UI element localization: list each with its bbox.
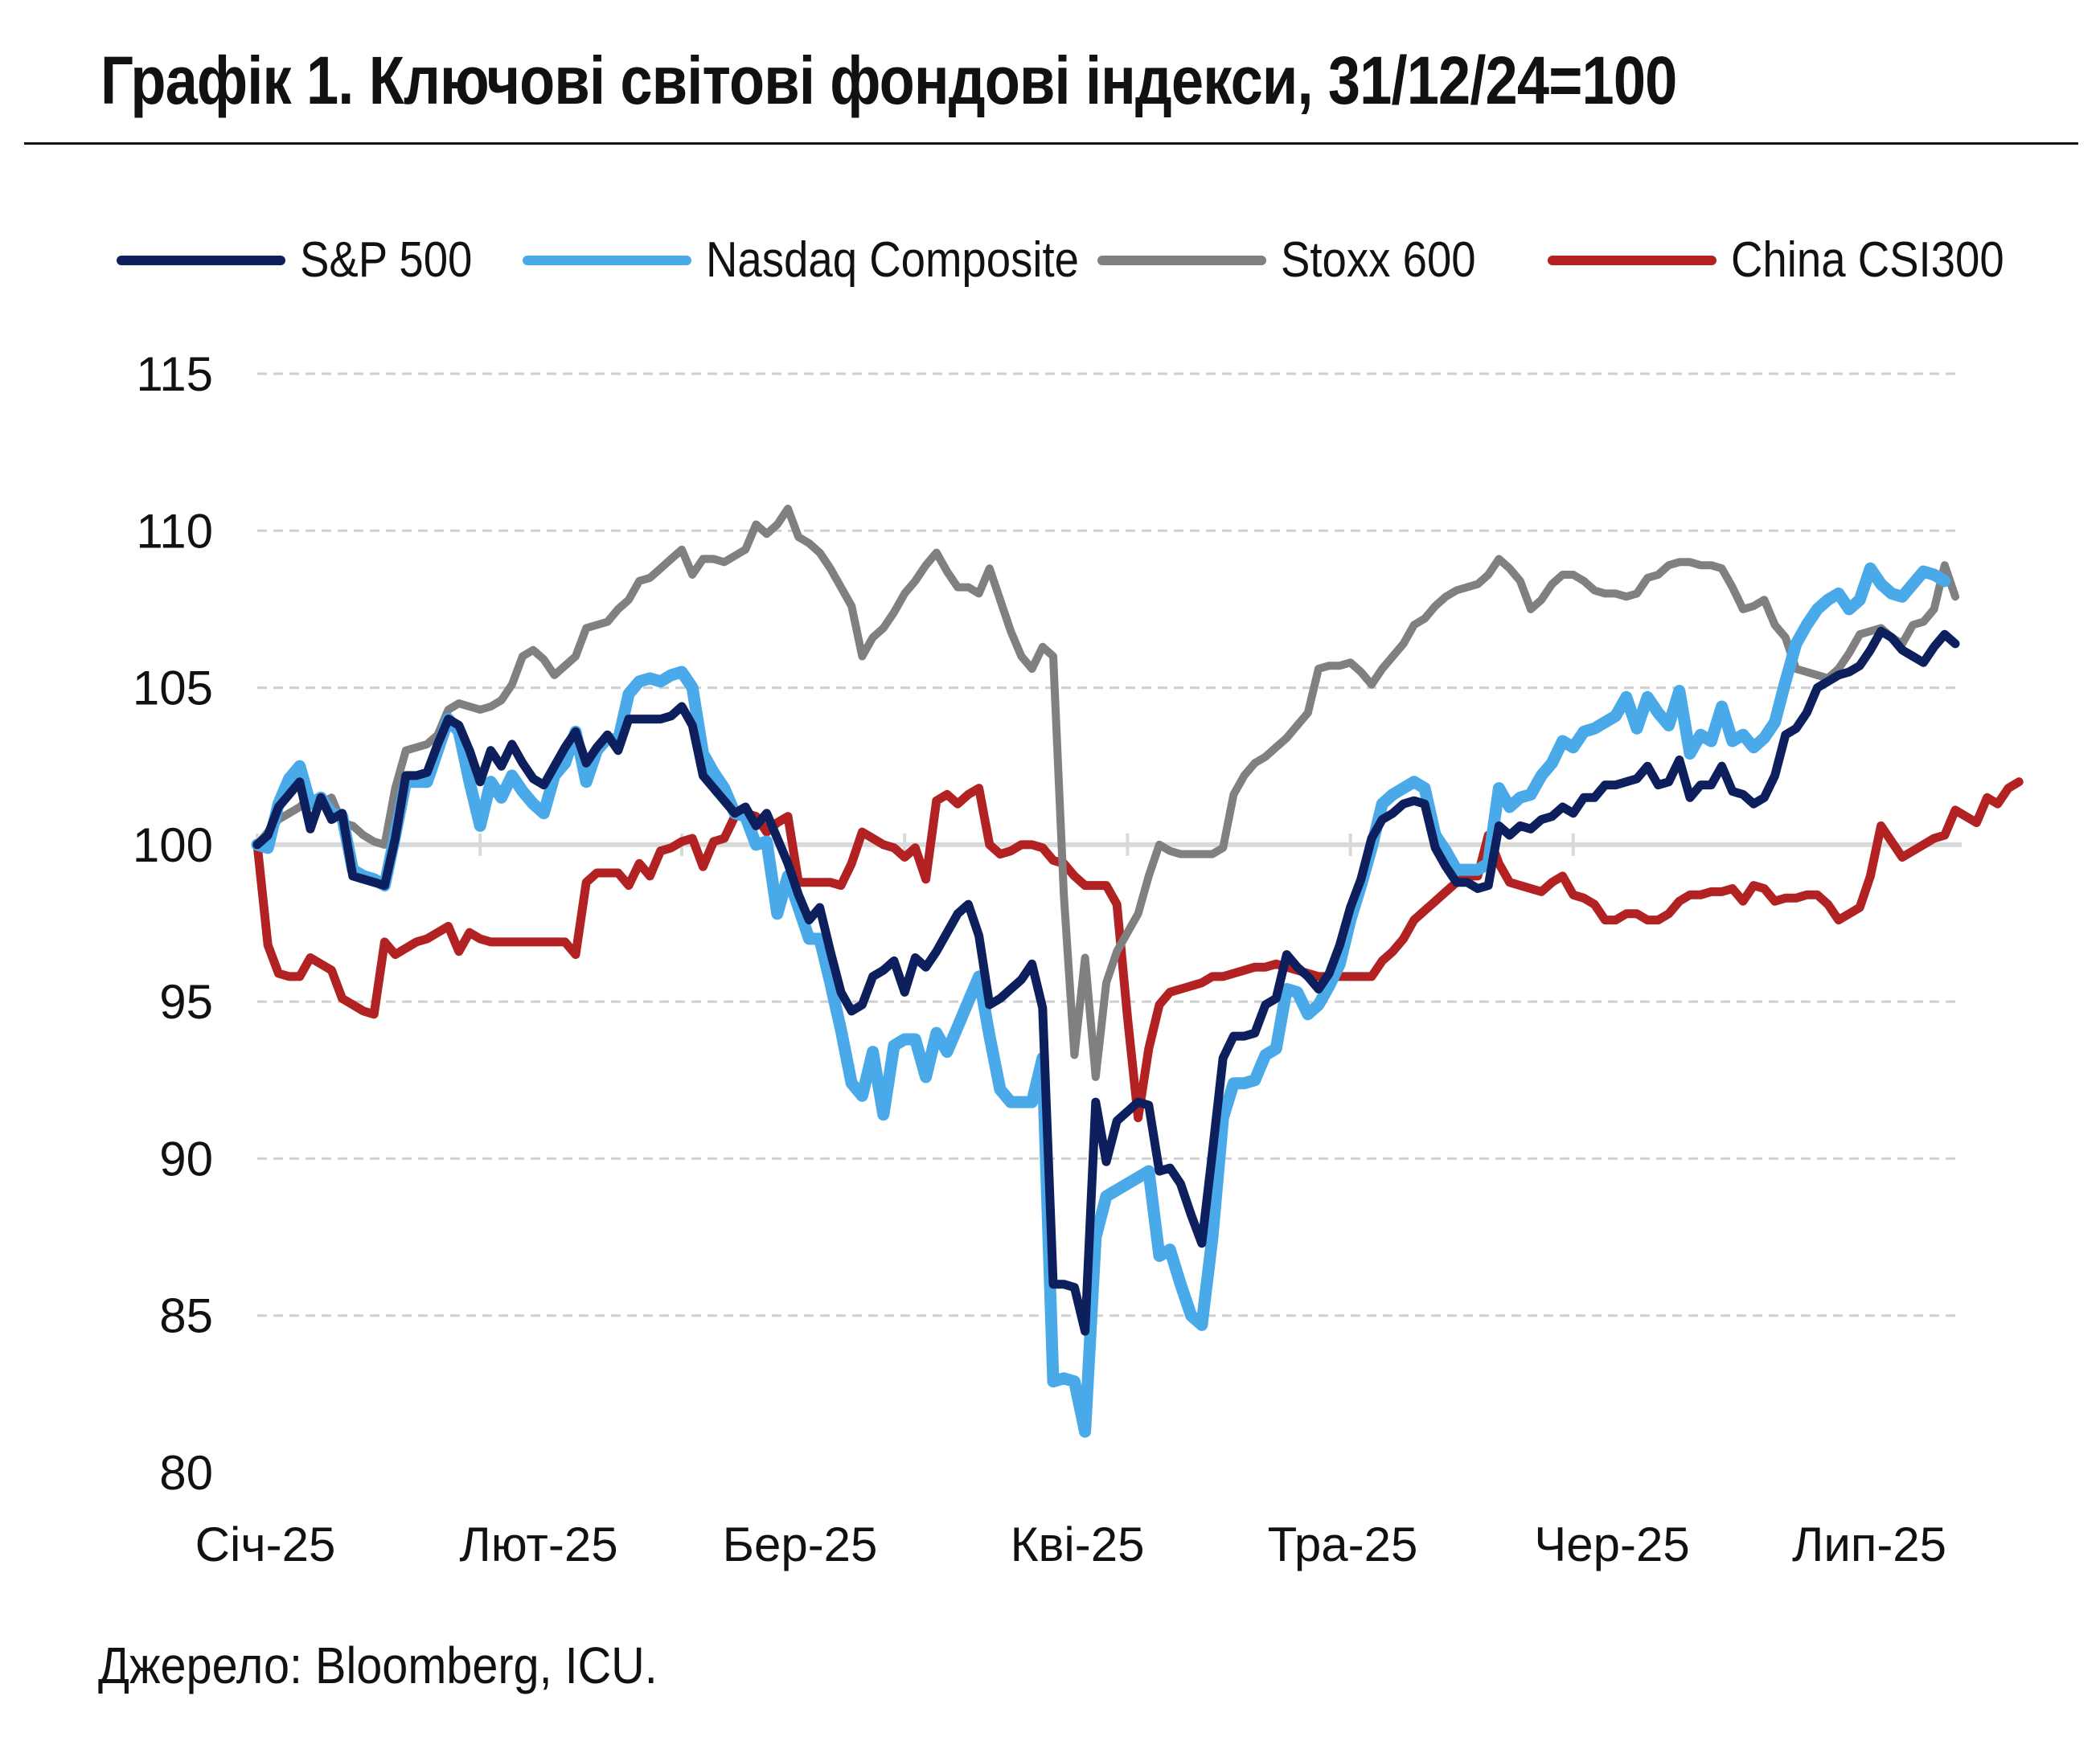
- x-tick-label: Кві-25: [1011, 1518, 1145, 1571]
- source-note: Джерело: Bloomberg, ICU.: [98, 1637, 658, 1694]
- y-tick-label: 85: [159, 1289, 213, 1343]
- chart-title: Графік 1. Ключові світові фондові індекс…: [100, 43, 1677, 118]
- legend-label-stoxx: Stoxx 600: [1281, 232, 1476, 288]
- legend-label-nasdaq: Nasdaq Composite: [706, 232, 1080, 288]
- legend-swatch-stoxx: [1097, 256, 1266, 265]
- x-tick-label: Тра-25: [1268, 1518, 1418, 1571]
- y-tick-label: 90: [159, 1132, 213, 1186]
- series-line-sp500: [252, 626, 1960, 1336]
- y-tick-label: 115: [136, 347, 213, 401]
- y-tick-label: 80: [159, 1446, 213, 1500]
- legend-label-csi300: China CSI300: [1731, 232, 2004, 288]
- x-tick-label: Лют-25: [459, 1518, 617, 1571]
- y-tick-label: 95: [159, 975, 213, 1029]
- y-tick-label: 105: [133, 662, 213, 715]
- title-divider: [24, 142, 2078, 145]
- legend-label-sp500: S&P 500: [300, 232, 473, 288]
- legend-swatch-csi300: [1548, 256, 1717, 265]
- series-line-csi300: [252, 777, 2024, 1123]
- y-tick-label: 110: [136, 504, 213, 558]
- series-line-nasdaq: [251, 562, 1951, 1438]
- series-line-stoxx: [253, 504, 1959, 1081]
- y-tick-label: 100: [133, 818, 213, 872]
- x-tick-label: Лип-25: [1792, 1518, 1946, 1571]
- x-tick-label: Бер-25: [723, 1518, 878, 1571]
- x-tick-label: Чер-25: [1534, 1518, 1689, 1571]
- legend-swatch-sp500: [117, 256, 285, 265]
- legend-swatch-nasdaq: [523, 256, 691, 265]
- x-tick-label: Січ-25: [195, 1518, 336, 1571]
